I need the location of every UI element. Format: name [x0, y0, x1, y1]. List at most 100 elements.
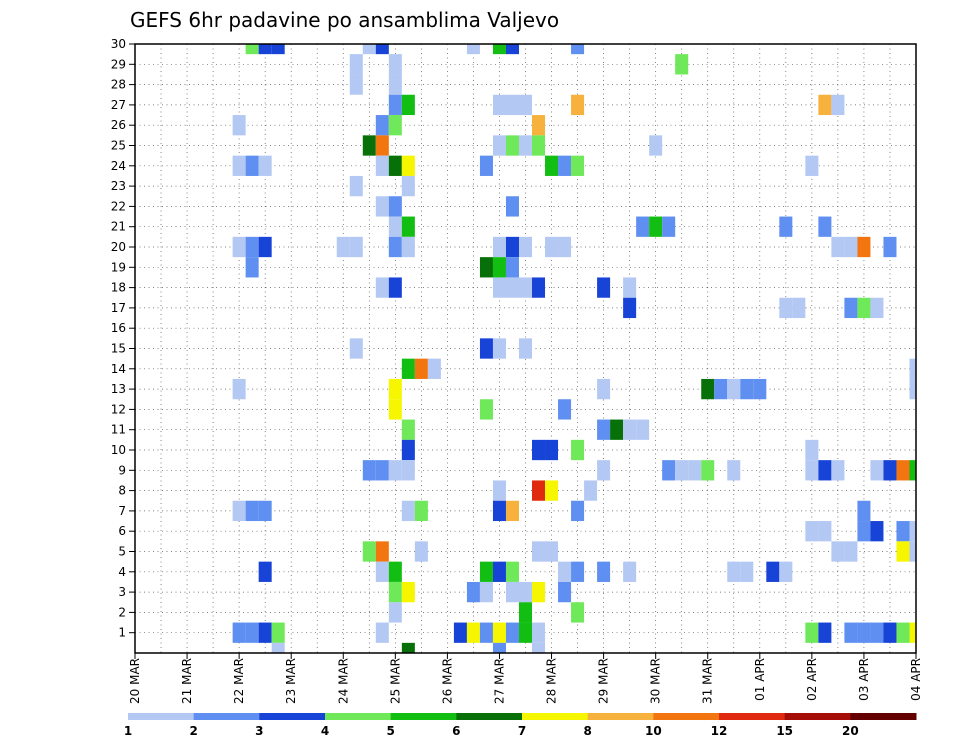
heatmap-cell [675, 54, 689, 75]
heatmap-cell [545, 155, 559, 176]
y-tick-label: 8 [118, 484, 126, 498]
heatmap-cell [701, 378, 715, 400]
heatmap-cell [401, 236, 415, 258]
heatmap-cell [844, 236, 858, 258]
heatmap-cell [388, 94, 402, 116]
heatmap-cell [558, 581, 572, 603]
heatmap-cell [271, 44, 285, 55]
colorbar-segment [850, 713, 917, 720]
heatmap-cell [701, 460, 715, 481]
x-axis-ticks: 20 MAR 21 MAR 22 MAR 23 MAR 24 MAR 25 MAR 26 M… [128, 653, 923, 704]
heatmap-cell [584, 480, 598, 501]
heatmap-cell [571, 155, 585, 176]
heatmap-cell [532, 581, 546, 603]
heatmap-cell [258, 561, 272, 582]
heatmap-cell [532, 135, 546, 156]
heatmap-cell [896, 521, 910, 542]
heatmap-cell [831, 541, 845, 562]
x-tick-label: 01 APR [753, 658, 767, 701]
heatmap-cell [909, 622, 916, 643]
heatmap-cell [232, 378, 246, 400]
heatmap-cell [857, 622, 871, 643]
heatmap-cell [740, 561, 754, 582]
heatmap-cell [336, 236, 350, 258]
heatmap-cell [714, 378, 728, 400]
heatmap-cell [453, 622, 467, 643]
heatmap-cell [518, 94, 533, 116]
colorbar-label: 2 [189, 724, 197, 738]
heatmap-cell [623, 561, 637, 582]
heatmap-cell [492, 277, 506, 298]
heatmap-cell [375, 115, 389, 136]
heatmap-cell [558, 236, 572, 258]
heatmap-cell [727, 561, 741, 582]
colorbar-label: 20 [842, 724, 859, 738]
colorbar-segment [587, 713, 654, 720]
colorbar-segment [193, 713, 260, 720]
heatmap-cell [388, 216, 402, 237]
heatmap-cell [518, 581, 533, 603]
heatmap-cell [909, 521, 916, 542]
heatmap-cell [857, 236, 871, 258]
heatmap-cell [362, 460, 376, 481]
y-tick-label: 5 [118, 545, 126, 559]
y-tick-label: 4 [118, 565, 126, 579]
heatmap-cell [375, 541, 389, 562]
heatmap-cell [505, 236, 519, 258]
heatmap-cell [245, 155, 259, 176]
heatmap-cell [401, 460, 415, 481]
heatmap-cell [375, 44, 389, 55]
heatmap-cell [883, 236, 897, 258]
heatmap-cell [649, 135, 663, 156]
x-tick-label: 27 MAR [492, 658, 506, 704]
heatmap-cell [545, 480, 559, 501]
colorbar-label: 10 [645, 724, 662, 738]
heatmap-cell [349, 338, 363, 359]
heatmap-cell [388, 460, 402, 481]
heatmap-cell [492, 480, 506, 501]
heatmap-cell [375, 135, 389, 156]
heatmap-cell [818, 521, 832, 542]
heatmap-cell [896, 460, 910, 481]
heatmap-cell [844, 622, 858, 643]
heatmap-cell [558, 399, 572, 420]
y-tick-label: 24 [111, 159, 126, 173]
heatmap-cell [532, 642, 546, 653]
heatmap-cell [805, 155, 819, 176]
heatmap-cell [532, 439, 546, 461]
y-tick-label: 27 [111, 98, 126, 112]
heatmap-cell [505, 277, 519, 298]
colorbar-segment [719, 713, 786, 720]
heatmap-cell [883, 622, 897, 643]
heatmap-cell [505, 135, 519, 156]
heatmap-cell [466, 44, 480, 55]
x-tick-label: 31 MAR [701, 658, 715, 704]
heatmap-cell [258, 500, 272, 522]
heatmap-cell [532, 622, 546, 643]
heatmap-cell [623, 277, 637, 298]
y-tick-label: 15 [111, 342, 126, 356]
colorbar-segment [325, 713, 392, 720]
heatmap-cell [831, 94, 845, 116]
colorbar-segment [259, 713, 326, 720]
heatmap-cell [388, 378, 402, 400]
heatmap-cell [532, 277, 546, 298]
heatmap-cell [532, 480, 546, 501]
heatmap-cell [388, 236, 402, 258]
y-tick-label: 11 [111, 423, 126, 437]
heatmap-cell [479, 622, 493, 643]
x-tick-label: 23 MAR [284, 658, 298, 704]
heatmap-cell [427, 358, 441, 379]
y-tick-label: 20 [111, 240, 126, 254]
x-tick-label: 26 MAR [440, 658, 454, 704]
heatmap-cell [740, 378, 754, 400]
heatmap-cell [232, 622, 246, 643]
chart-title: GEFS 6hr padavine po ansamblima Valjevo [130, 8, 559, 32]
heatmap-cell [792, 297, 806, 319]
heatmap-cell [492, 500, 506, 522]
colorbar-label: 5 [386, 724, 394, 738]
heatmap-cell [545, 439, 559, 461]
y-tick-label: 2 [118, 605, 126, 619]
heatmap-cell [870, 297, 884, 319]
heatmap-cell [518, 622, 533, 643]
